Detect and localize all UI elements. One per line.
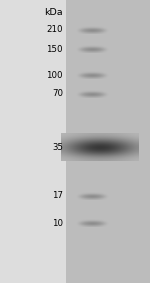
Text: 17: 17 [52, 192, 63, 200]
Text: kDa: kDa [44, 8, 63, 17]
Text: 210: 210 [46, 25, 63, 35]
Text: 70: 70 [52, 89, 63, 98]
Text: 35: 35 [52, 143, 63, 151]
Text: 150: 150 [46, 44, 63, 53]
Text: 100: 100 [46, 70, 63, 80]
Text: 10: 10 [52, 218, 63, 228]
